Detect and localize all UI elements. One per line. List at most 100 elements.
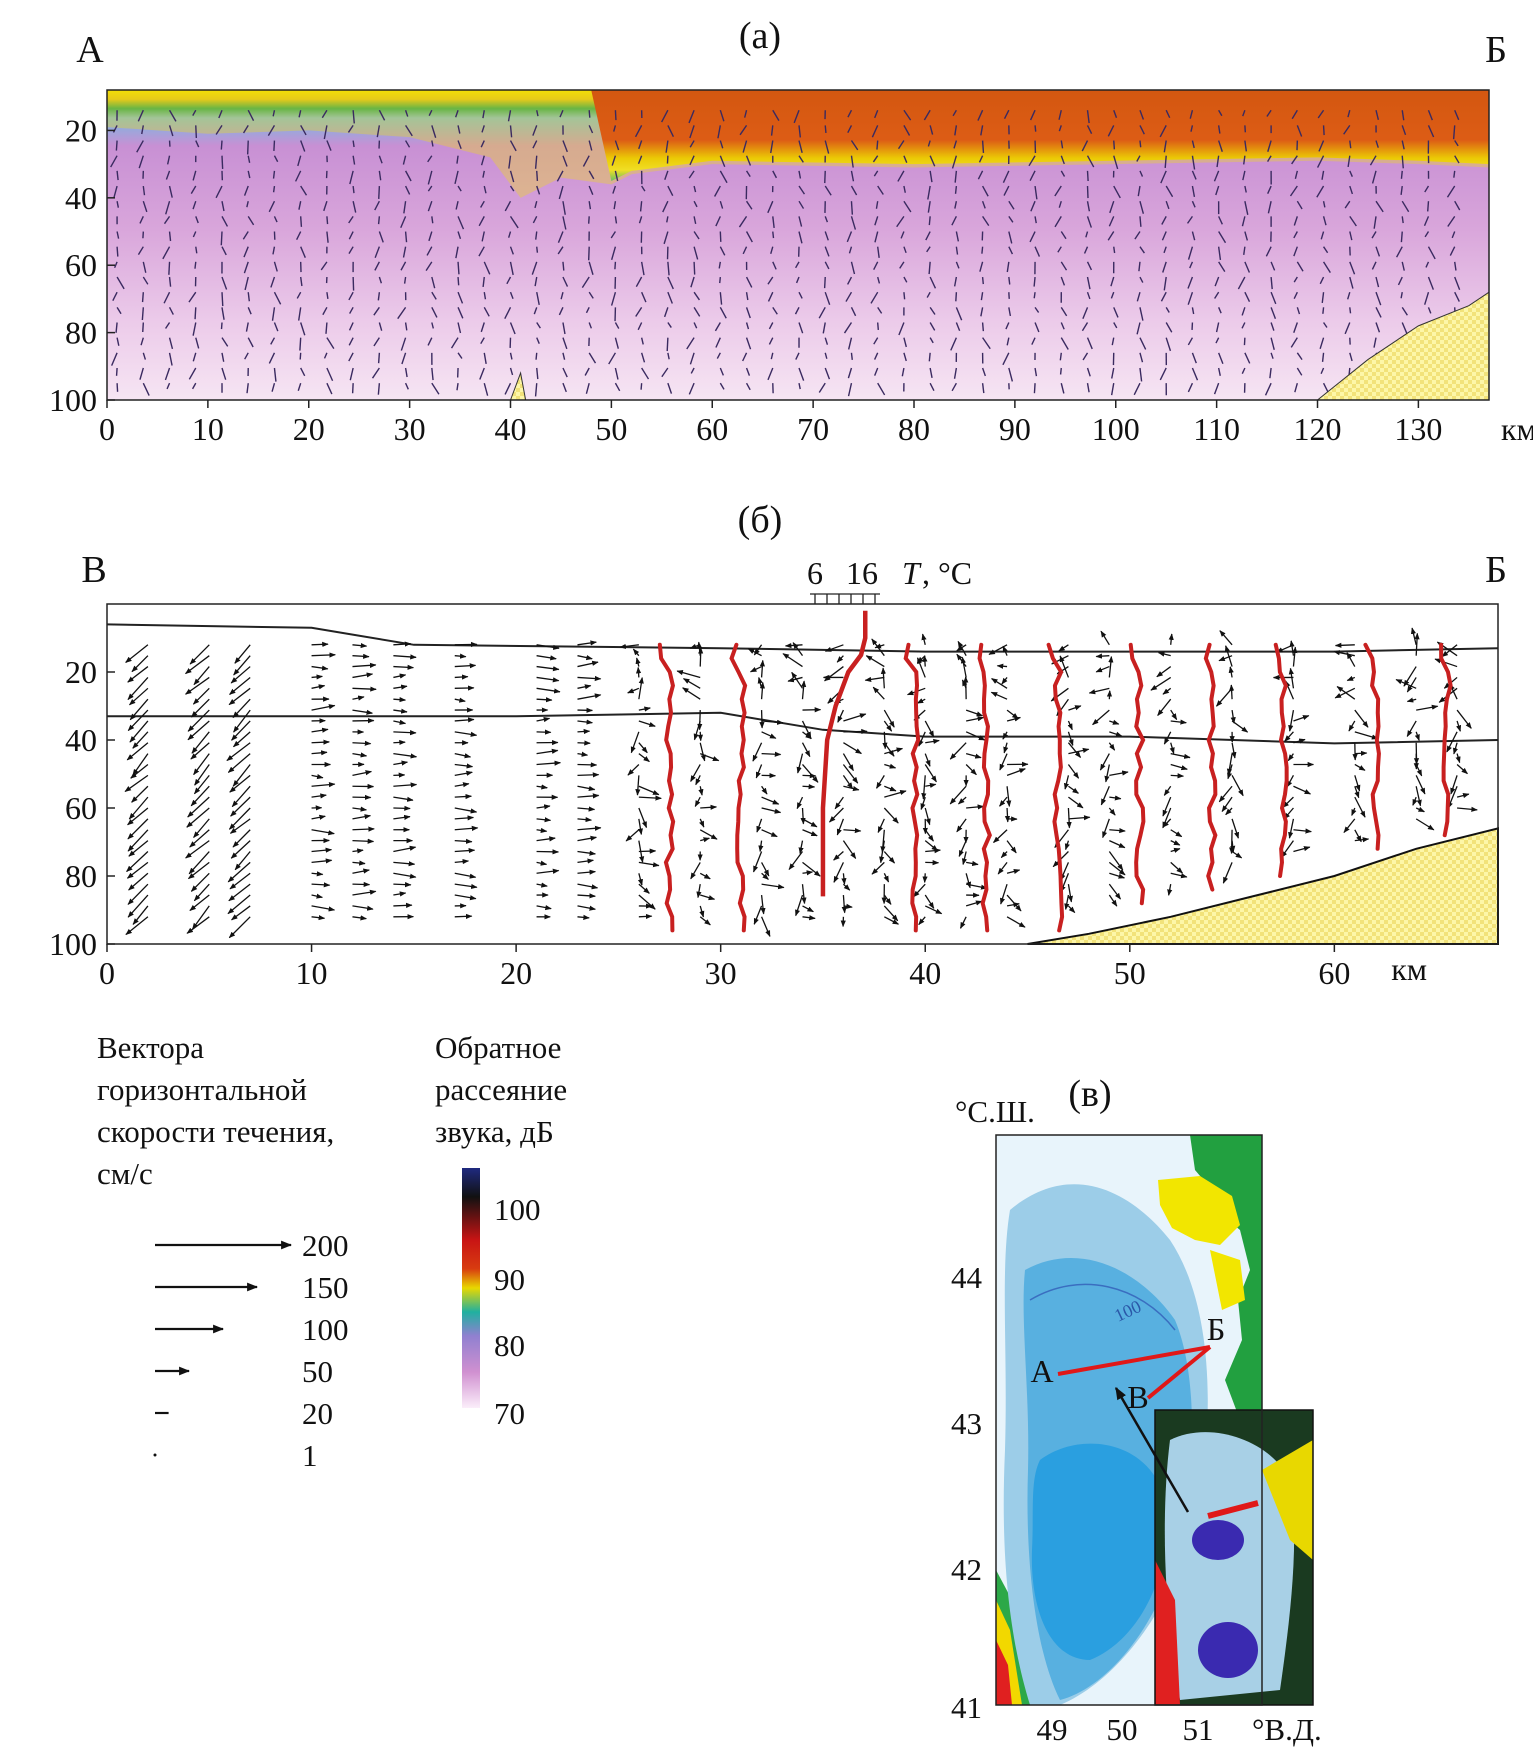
vector-b — [843, 785, 860, 792]
vector-a — [1165, 306, 1170, 313]
vector-b — [1006, 786, 1012, 807]
vector-a — [1293, 216, 1299, 226]
vector-b — [352, 770, 373, 776]
vector-a — [612, 185, 617, 194]
vector-a — [195, 246, 198, 254]
vector-b — [230, 666, 251, 684]
vector-b — [1170, 872, 1188, 879]
backscatter-tick-70: 70 — [494, 1396, 525, 1431]
vector-b — [229, 774, 251, 793]
vector-a — [1113, 155, 1119, 170]
vector-b — [801, 884, 807, 905]
vector-b — [352, 860, 366, 866]
vector-a — [635, 306, 643, 317]
vector-a — [1267, 201, 1272, 214]
vector-a — [1006, 337, 1010, 346]
vector-a — [1296, 125, 1303, 137]
vector-a — [536, 246, 539, 253]
vector-a — [509, 367, 514, 376]
vector-a — [1082, 307, 1089, 319]
vector-b — [802, 870, 814, 876]
vector-a — [531, 261, 538, 275]
backscatter-tick-90: 90 — [494, 1262, 525, 1297]
vector-a — [404, 109, 409, 117]
vector-b — [761, 785, 768, 795]
vector-a — [1034, 322, 1040, 333]
vector-a — [1034, 125, 1037, 132]
vector-a — [1237, 276, 1246, 290]
vector-a — [190, 185, 197, 195]
vector-a — [798, 170, 802, 179]
vector-b — [999, 796, 1008, 807]
vector-a — [1187, 337, 1194, 346]
vector-a — [483, 307, 490, 317]
vector-b — [228, 687, 251, 706]
vector-a — [794, 261, 800, 269]
vector-a — [719, 246, 726, 256]
vector-a — [195, 125, 198, 139]
vector-a — [690, 276, 695, 288]
vector-a — [1454, 291, 1460, 302]
vector-b — [454, 883, 478, 890]
vector-a — [716, 352, 721, 359]
vector-a — [1136, 155, 1141, 162]
temp-scale-min: 6 — [807, 555, 823, 591]
inset-basin-south — [1198, 1622, 1258, 1678]
vector-b — [454, 717, 475, 723]
vector-b — [393, 673, 407, 679]
vector-a — [431, 307, 438, 318]
vector-b — [230, 796, 251, 817]
vector-a — [1003, 185, 1010, 196]
vector-a — [1400, 231, 1403, 243]
vector-a — [480, 322, 485, 333]
vector-a — [1187, 382, 1194, 393]
vector-b — [1218, 655, 1233, 662]
vector-a — [1347, 110, 1351, 118]
vector-a — [978, 155, 984, 163]
vector-b — [949, 742, 967, 760]
vector-a — [850, 170, 855, 182]
vector-a — [1318, 140, 1325, 152]
vector-a — [1451, 231, 1456, 239]
vector-a — [454, 109, 459, 118]
vector-a — [1187, 246, 1194, 260]
vector-b — [1170, 709, 1178, 721]
vector-b — [393, 697, 407, 703]
map-land-west-red — [996, 1640, 1012, 1705]
vector-a — [1243, 155, 1246, 165]
vector-b — [883, 720, 893, 732]
vector-b — [1354, 775, 1361, 792]
vector-a — [1107, 231, 1115, 241]
vector-a — [767, 367, 774, 381]
vector-a — [533, 307, 538, 315]
vector-a — [457, 216, 465, 230]
vector-b — [454, 872, 477, 879]
vector-legend-title-2: горизонтальной — [97, 1072, 307, 1107]
vector-b — [635, 657, 641, 667]
vector-a — [693, 231, 700, 240]
vector-b — [536, 644, 560, 650]
temp-scale-unit: , °C — [922, 555, 972, 591]
vector-a — [1086, 367, 1091, 377]
vector-b — [638, 807, 648, 829]
vector-a — [116, 276, 125, 290]
vector-a — [689, 155, 695, 166]
vector-b — [311, 665, 329, 671]
vector-a — [374, 200, 380, 211]
vector-a — [923, 109, 931, 121]
vector-a — [1293, 276, 1298, 283]
vector-b — [993, 829, 1008, 844]
vector-a — [1218, 261, 1226, 273]
inset-basin-north — [1192, 1520, 1244, 1560]
vector-b — [695, 775, 701, 786]
vector-a — [798, 200, 805, 209]
vector-b — [536, 697, 553, 703]
vector-a — [693, 246, 699, 260]
vector-a — [903, 292, 906, 300]
vector-b — [843, 742, 862, 755]
vector-b — [536, 882, 548, 888]
vector-b — [836, 818, 845, 836]
vector-b — [877, 818, 885, 834]
vector-b — [638, 677, 644, 700]
vector-a — [745, 322, 750, 330]
